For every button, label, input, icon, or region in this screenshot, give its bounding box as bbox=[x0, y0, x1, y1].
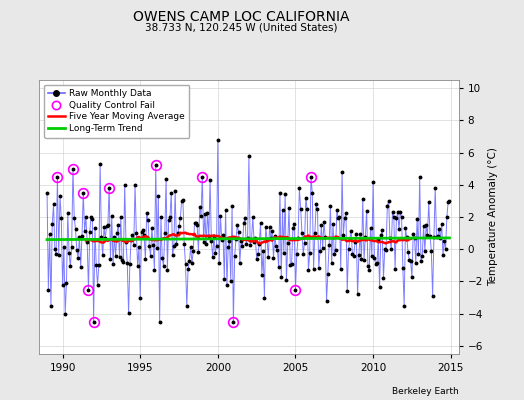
Y-axis label: Temperature Anomaly (°C): Temperature Anomaly (°C) bbox=[488, 148, 498, 286]
Legend: Raw Monthly Data, Quality Control Fail, Five Year Moving Average, Long-Term Tren: Raw Monthly Data, Quality Control Fail, … bbox=[44, 84, 189, 138]
Text: Berkeley Earth: Berkeley Earth bbox=[392, 387, 458, 396]
Text: 38.733 N, 120.245 W (United States): 38.733 N, 120.245 W (United States) bbox=[145, 22, 337, 32]
Text: OWENS CAMP LOC CALIFORNIA: OWENS CAMP LOC CALIFORNIA bbox=[133, 10, 350, 24]
